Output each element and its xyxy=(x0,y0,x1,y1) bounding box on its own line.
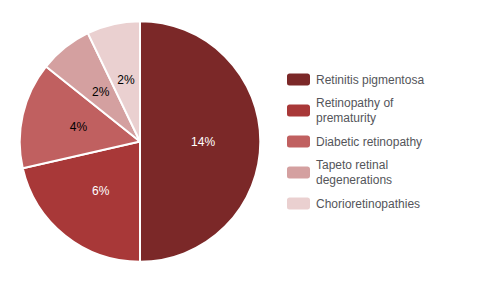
svg-text:Retinopathy of: Retinopathy of xyxy=(316,96,394,110)
svg-text:prematurity: prematurity xyxy=(316,111,376,125)
svg-text:Retinitis pigmentosa: Retinitis pigmentosa xyxy=(316,73,424,87)
svg-text:6%: 6% xyxy=(92,184,110,198)
svg-text:4%: 4% xyxy=(70,120,88,134)
svg-text:14%: 14% xyxy=(191,135,215,149)
svg-text:Diabetic retinopathy: Diabetic retinopathy xyxy=(316,135,422,149)
svg-text:2%: 2% xyxy=(92,85,110,99)
svg-text:Chorioretinopathies: Chorioretinopathies xyxy=(316,197,420,211)
svg-text:Tapeto retinal: Tapeto retinal xyxy=(316,158,388,172)
svg-text:degenerations: degenerations xyxy=(316,173,392,187)
svg-text:2%: 2% xyxy=(117,73,135,87)
